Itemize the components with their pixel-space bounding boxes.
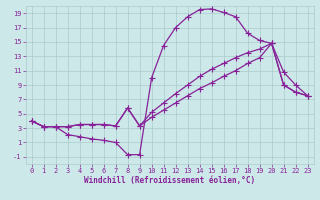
- X-axis label: Windchill (Refroidissement éolien,°C): Windchill (Refroidissement éolien,°C): [84, 176, 255, 185]
